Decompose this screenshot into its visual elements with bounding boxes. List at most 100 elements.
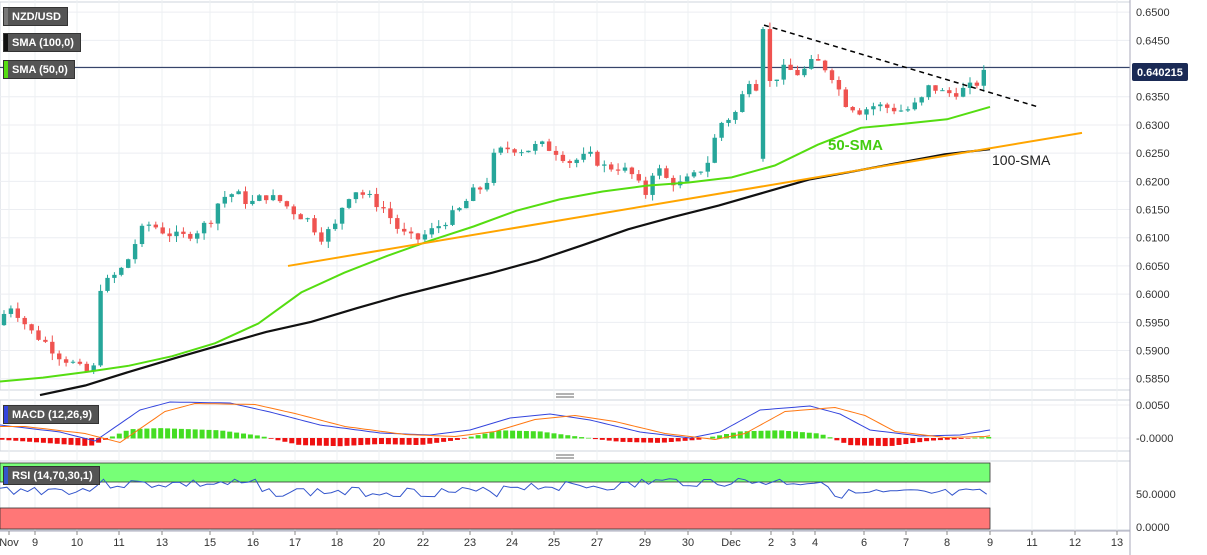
price-tick-label: 0.5900 [1136, 346, 1170, 358]
candle-up [781, 64, 786, 80]
macd-hist-down [296, 438, 302, 445]
macd-hist-up [793, 431, 798, 439]
candle-up [464, 200, 469, 209]
candle-down [402, 228, 407, 232]
macd-hist-up [558, 434, 564, 439]
macd-hist-up [151, 428, 157, 439]
time-tick-label: 9 [32, 537, 38, 549]
candle-down [933, 85, 938, 91]
macd-hist-down [855, 438, 861, 446]
candle-down [15, 308, 20, 318]
macd-hist-up [261, 436, 267, 439]
legend-symbol-tag[interactable]: NZD/USD [3, 7, 68, 26]
candle-down [181, 231, 186, 234]
macd-hist-down [696, 438, 702, 440]
candle-up [471, 187, 476, 201]
time-tick-label: 13 [156, 537, 168, 549]
price-tick-label: 0.6000 [1136, 289, 1170, 301]
candle-down [671, 177, 676, 186]
support-trendline [287, 131, 1083, 267]
macd-hist-down [613, 438, 619, 442]
panel-splitter-macd[interactable] [556, 393, 574, 398]
candle-down [43, 339, 48, 342]
macd-hist-down [910, 438, 916, 444]
candle-down [974, 82, 980, 86]
candle-up [333, 223, 338, 230]
candle-down [609, 164, 614, 170]
macd-hist-down [889, 438, 895, 446]
candle-down [50, 341, 55, 354]
candle-down [546, 141, 552, 151]
macd-hist-up [724, 433, 729, 439]
candle-down [277, 195, 283, 202]
macd-hist-up [772, 430, 778, 439]
candle-down [63, 359, 69, 363]
legend-sma100-tag[interactable]: SMA (100,0) [3, 33, 81, 52]
panel-border [0, 399, 1131, 452]
sma50-line [0, 105, 991, 383]
time-tick-label: 17 [289, 537, 301, 549]
macd-hist-down [592, 438, 598, 440]
macd-hist-up [710, 436, 716, 439]
candle-down [843, 89, 848, 108]
macd-hist-down [27, 438, 33, 442]
macd-hist-up [241, 433, 246, 439]
macd-hist-up [820, 434, 826, 439]
candle-up [257, 195, 262, 201]
candle-up [132, 244, 138, 260]
macd-hist-down [40, 438, 46, 443]
axes: 0.65000.64500.64000.63500.63000.62500.62… [0, 0, 1176, 555]
resistance-trendline [763, 24, 1041, 109]
macd-hist-down [20, 438, 26, 442]
candle-up [491, 152, 497, 183]
candle-up [691, 172, 697, 177]
candle-down [284, 201, 290, 207]
panel-splitter-rsi[interactable] [556, 454, 574, 459]
macd-hist-up [786, 431, 792, 439]
candle-up [443, 224, 448, 227]
price-tick-label: 0.6350 [1136, 92, 1170, 104]
macd-hist-up [234, 432, 240, 439]
candle-down [850, 107, 855, 111]
candle-up [705, 162, 710, 172]
macd-hist-up [172, 428, 177, 439]
macd-hist-down [413, 438, 419, 445]
legend-macd-tag[interactable]: MACD (12,26,9) [3, 405, 100, 424]
macd-hist-down [268, 438, 274, 439]
macd-hist-down [399, 438, 405, 445]
candle-up [919, 97, 924, 103]
macd-hist-up [551, 433, 557, 439]
candle-down [788, 64, 793, 70]
candle-up [602, 164, 607, 166]
legend-rsi-tag[interactable]: RSI (14,70,30,1) [3, 466, 100, 485]
candle-down [208, 222, 214, 224]
macd-hist-down [965, 438, 971, 439]
time-tick-label: 9 [987, 537, 993, 549]
candle-up [898, 110, 904, 112]
macd-hist-down [834, 438, 840, 441]
macd-hist-up [213, 430, 219, 439]
candle-up [484, 182, 490, 190]
macd-hist-up [165, 428, 171, 439]
candle-up [174, 231, 179, 237]
candle-down [167, 233, 172, 237]
legend-sma50-tag[interactable]: SMA (50,0) [3, 60, 75, 79]
macd-hist-up [744, 431, 750, 439]
macd-hist-down [448, 438, 453, 441]
macd-hist-up [185, 429, 191, 439]
macd-hist-down [924, 438, 930, 442]
macd-line [0, 401, 991, 442]
candle-up [146, 224, 152, 226]
candle-up [905, 109, 911, 111]
candle-up [1, 313, 7, 326]
candle-down [891, 107, 897, 112]
macd-panel[interactable] [0, 401, 992, 447]
candle-down [512, 149, 517, 153]
time-tick-label: 18 [331, 537, 343, 549]
candle-down [264, 195, 269, 201]
legend-swatch [4, 467, 8, 484]
macd-hist-up [109, 436, 115, 439]
price-panel[interactable] [0, 22, 1130, 397]
macd-hist-down [420, 438, 426, 445]
rsi-panel[interactable] [0, 462, 991, 530]
